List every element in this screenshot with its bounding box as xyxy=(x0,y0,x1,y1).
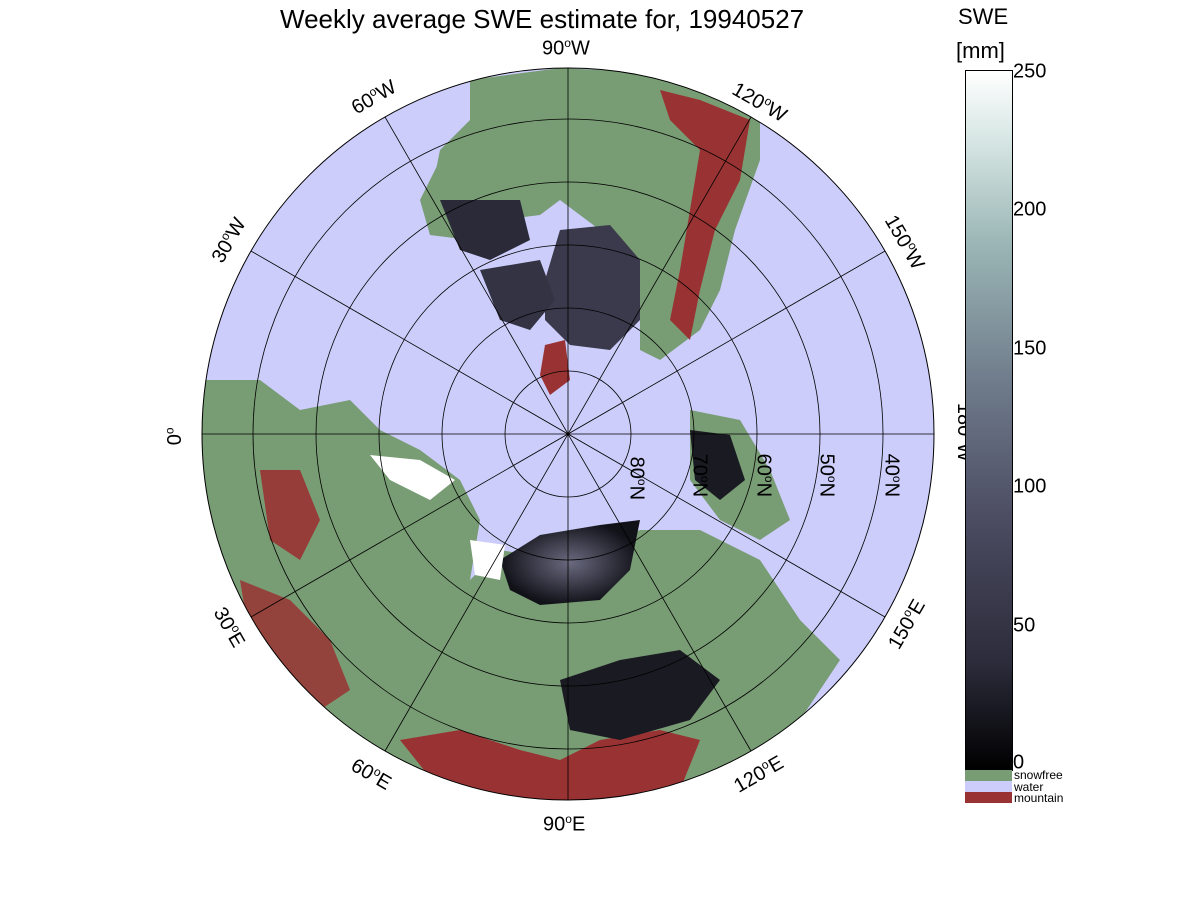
colorbar-tick-150: 150 xyxy=(1013,337,1047,360)
rockies-mountain xyxy=(660,90,750,340)
siberia-snow xyxy=(500,520,640,605)
hudson-snow xyxy=(440,200,530,260)
colorbar-tick-100: 100 xyxy=(1013,475,1047,498)
lat-label-60n: 60oN xyxy=(752,453,777,498)
legend-label-water: water xyxy=(1014,780,1044,794)
legend-label-snowfree: snowfree xyxy=(1014,768,1063,782)
colorbar-unit-mm: [mm] xyxy=(956,38,1005,63)
lon-label-90e: 90oE xyxy=(543,812,586,836)
eurasia-land xyxy=(260,530,840,800)
legend-swatch-snowfree xyxy=(965,770,1012,781)
colorbar-tick-0: 0 xyxy=(1013,751,1025,774)
lat-label-70n: 70oN xyxy=(688,453,713,498)
legend-swatch-mountain xyxy=(965,792,1012,803)
scandinavia-mountain xyxy=(260,470,320,560)
lat-label-50n: 50oN xyxy=(815,453,840,498)
alps-mountain xyxy=(240,580,350,710)
arctic-islands-land xyxy=(545,225,640,350)
baffin-mountain xyxy=(540,340,570,395)
lon-label-0: 0o xyxy=(162,427,187,446)
europe-land xyxy=(202,380,480,660)
colorbar-tick-200: 200 xyxy=(1013,198,1047,221)
mongolia-snow xyxy=(560,650,720,740)
lon-label-90w: 90oW xyxy=(542,36,590,60)
legend-swatch-water xyxy=(965,781,1012,792)
map-border xyxy=(201,67,935,801)
graticule xyxy=(202,68,934,800)
colorbar-tick-250: 250 xyxy=(1013,60,1047,83)
urals-snow xyxy=(470,540,505,580)
lat-label-40n: 40oN xyxy=(880,453,905,498)
scandinavia-snow xyxy=(370,455,455,500)
colorbar-unit-label: SWE xyxy=(958,4,1009,29)
colorbar-tick-50: 50 xyxy=(1013,614,1036,637)
baffin-snow xyxy=(480,260,555,330)
swe-colorbar xyxy=(965,70,1013,771)
legend-label-mountain: mountain xyxy=(1014,791,1064,805)
himalaya-mountain xyxy=(400,730,700,800)
alaska-snow xyxy=(690,430,745,500)
lat-label-80n: 80oN xyxy=(625,456,650,501)
map-title: Weekly average SWE estimate for, 1994052… xyxy=(280,4,805,34)
